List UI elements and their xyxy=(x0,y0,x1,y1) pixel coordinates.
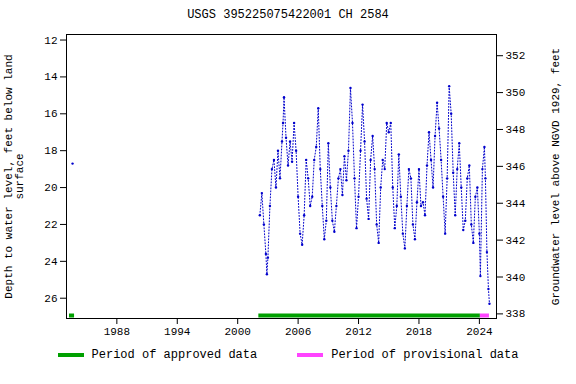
html-text:Period of provisional data: Period of provisional data xyxy=(331,348,519,362)
svg-text:350: 350 xyxy=(506,87,526,99)
svg-text:1994: 1994 xyxy=(164,326,191,338)
svg-text:346: 346 xyxy=(506,161,526,173)
svg-text:348: 348 xyxy=(506,124,526,136)
svg-text:2024: 2024 xyxy=(466,326,493,338)
svg-text:20: 20 xyxy=(44,182,57,194)
svg-text:16: 16 xyxy=(44,108,57,120)
svg-text:Depth to water level, feet bel: Depth to water level, feet below landsur… xyxy=(3,54,26,298)
svg-text:26: 26 xyxy=(44,293,57,305)
svg-text:Groundwater level above NGVD 1: Groundwater level above NGVD 1929, feet xyxy=(550,48,562,305)
svg-text:22: 22 xyxy=(44,219,57,231)
svg-text:340: 340 xyxy=(506,272,526,284)
svg-text:1988: 1988 xyxy=(104,326,130,338)
html-text:Period of approved data: Period of approved data xyxy=(91,348,258,362)
svg-text:338: 338 xyxy=(506,308,526,320)
svg-text:342: 342 xyxy=(506,235,526,247)
svg-text:24: 24 xyxy=(44,256,58,268)
svg-text:2000: 2000 xyxy=(224,326,250,338)
svg-text:18: 18 xyxy=(44,145,57,157)
svg-text:2012: 2012 xyxy=(345,326,371,338)
html-text:USGS 395225075422001 CH 2584: USGS 395225075422001 CH 2584 xyxy=(187,8,389,22)
svg-text:12: 12 xyxy=(44,35,57,47)
svg-text:2006: 2006 xyxy=(285,326,311,338)
svg-text:352: 352 xyxy=(506,50,526,62)
svg-text:2018: 2018 xyxy=(406,326,432,338)
svg-text:344: 344 xyxy=(506,198,526,210)
svg-text:14: 14 xyxy=(44,71,58,83)
